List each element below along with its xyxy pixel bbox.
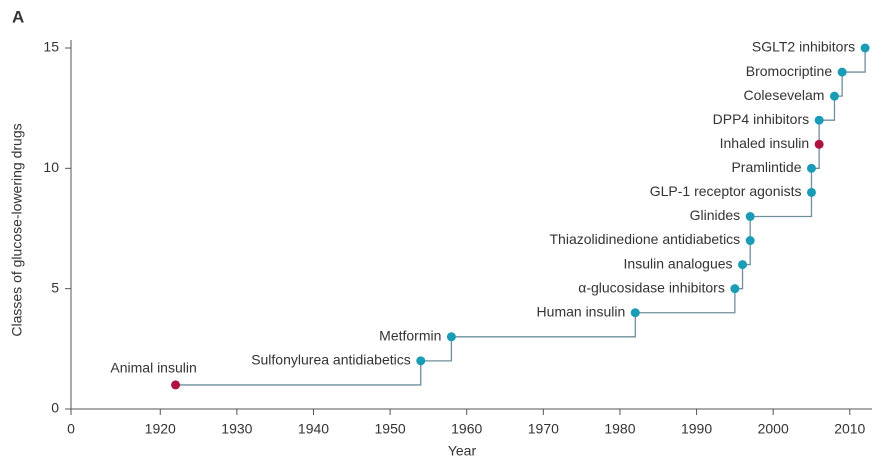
point-label: Human insulin (537, 303, 626, 319)
y-axis-label: Classes of glucose-lowering drugs (9, 123, 25, 336)
x-tick-label: 1980 (604, 421, 635, 437)
data-point (837, 67, 847, 77)
data-point (814, 115, 824, 125)
point-label: Animal insulin (110, 360, 196, 376)
data-point (806, 187, 816, 197)
y-tick-label: 5 (51, 279, 59, 295)
data-point (446, 332, 456, 342)
point-label: DPP4 inhibitors (713, 111, 810, 127)
x-tick-label: 1920 (145, 421, 176, 437)
point-label: α-glucosidase inhibitors (578, 279, 725, 295)
point-label: SGLT2 inhibitors (752, 39, 855, 55)
x-origin-label: 0 (67, 421, 75, 437)
data-point (860, 43, 870, 53)
step-segment (819, 96, 836, 121)
data-point (745, 236, 755, 246)
step-segment (750, 192, 813, 218)
point-label: Thiazolidinedione antidiabetics (550, 231, 741, 247)
step-segment (451, 312, 636, 338)
point-label: Pramlintide (731, 159, 801, 175)
x-tick-label: 2000 (758, 421, 789, 437)
x-axis-label: Year (448, 443, 477, 459)
step-segment (635, 288, 736, 314)
x-tick-label: 2010 (834, 421, 865, 437)
data-point (416, 356, 426, 366)
panel-label: A (12, 7, 24, 26)
point-label: Bromocriptine (746, 63, 833, 79)
y-tick-label: 10 (43, 159, 59, 175)
x-tick-label: 1990 (681, 421, 712, 437)
point-label: Insulin analogues (624, 255, 733, 271)
point-label: Metformin (379, 328, 441, 344)
data-point (829, 91, 839, 101)
data-point (738, 260, 748, 270)
x-tick-label: 1960 (451, 421, 482, 437)
point-label: Glinides (690, 207, 741, 223)
y-tick-label: 15 (43, 39, 59, 55)
point-label: Sulfonylurea antidiabetics (251, 352, 411, 368)
x-tick-label: 1940 (298, 421, 329, 437)
data-point (730, 284, 740, 294)
point-label: Inhaled insulin (720, 135, 810, 151)
data-point (806, 163, 816, 173)
data-point (171, 380, 181, 390)
step-segment (420, 336, 453, 362)
y-tick-label: 0 (51, 400, 59, 416)
point-label: Colesevelam (744, 87, 825, 103)
x-tick-label: 1930 (221, 421, 252, 437)
x-tick-label: 1970 (528, 421, 559, 437)
x-tick-label: 1950 (375, 421, 406, 437)
point-label: GLP-1 receptor agonists (650, 183, 802, 199)
data-point (814, 139, 824, 149)
step-segment (842, 48, 866, 73)
step-segment (175, 360, 422, 386)
data-point (745, 211, 755, 221)
data-point (630, 308, 640, 318)
